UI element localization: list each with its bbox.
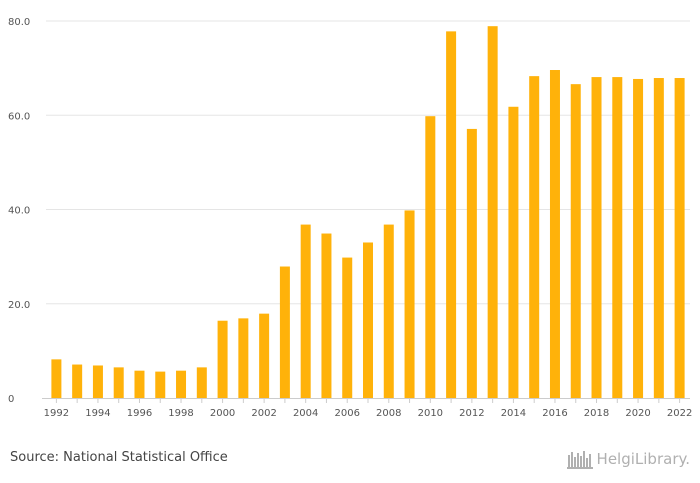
x-tick-label: 2006 — [334, 408, 359, 419]
x-tick-label: 2020 — [625, 408, 650, 419]
bar — [300, 224, 311, 398]
x-tick-label: 1998 — [168, 408, 193, 419]
y-tick-label: 0 — [8, 394, 14, 405]
x-tick-label: 2008 — [376, 408, 401, 419]
y-tick-label: 80.0 — [8, 17, 30, 28]
bar — [487, 26, 498, 399]
brand-logo: HelgiLibrary. — [566, 446, 690, 472]
y-tick-label: 40.0 — [8, 206, 30, 217]
bar — [425, 116, 436, 398]
bar — [529, 76, 540, 398]
x-tick-label: 1996 — [127, 408, 152, 419]
bar — [217, 320, 228, 398]
bar — [466, 128, 477, 399]
bar — [404, 210, 415, 398]
bar — [653, 78, 664, 399]
x-axis: 1992 1994 1996 1998 2000 2002 2004 2006 2008 2010… — [44, 398, 692, 419]
x-tick-label: 2002 — [251, 408, 276, 419]
x-tick-label: 2004 — [293, 408, 318, 419]
bar — [51, 359, 62, 398]
x-tick-label: 2018 — [584, 408, 609, 419]
bar — [72, 364, 83, 398]
source-note: Source: National Statistical Office — [10, 450, 228, 465]
bar — [321, 233, 332, 398]
library-logo-icon — [566, 451, 593, 469]
x-tick-label: 2016 — [542, 408, 567, 419]
bar — [342, 257, 353, 398]
y-axis: 0 20.0 40.0 60.0 80.0 — [8, 17, 30, 405]
bars — [51, 26, 685, 399]
bar — [612, 77, 623, 398]
bar-chart: 0 20.0 40.0 60.0 80.0 1992 1994 1996 1998 2000 20… — [8, 17, 692, 419]
bar — [238, 318, 249, 398]
bar — [176, 370, 187, 398]
x-tick-label: 2012 — [459, 408, 484, 419]
bar — [446, 31, 457, 399]
bar — [259, 313, 270, 398]
bar — [508, 106, 519, 399]
bar — [155, 371, 166, 398]
x-tick-label: 1992 — [44, 408, 69, 419]
bar — [279, 266, 290, 398]
bar — [383, 224, 394, 398]
bar — [633, 78, 644, 399]
bar — [92, 365, 103, 398]
bar — [591, 77, 602, 398]
y-tick-label: 60.0 — [8, 111, 30, 122]
bar — [134, 370, 145, 398]
x-tick-label: 2022 — [667, 408, 692, 419]
footer: Source: National Statistical Office Helg… — [0, 440, 700, 483]
bar — [549, 70, 560, 398]
x-tick-label: 1994 — [85, 408, 110, 419]
bar — [674, 78, 685, 399]
y-tick-label: 20.0 — [8, 300, 30, 311]
x-tick-label: 2014 — [501, 408, 526, 419]
bar — [363, 242, 373, 398]
bar — [113, 367, 124, 398]
x-tick-label: 2010 — [418, 408, 443, 419]
bar — [196, 367, 207, 398]
brand-name: HelgiLibrary. — [596, 450, 690, 468]
bar — [570, 84, 581, 399]
x-tick-label: 2000 — [210, 408, 235, 419]
